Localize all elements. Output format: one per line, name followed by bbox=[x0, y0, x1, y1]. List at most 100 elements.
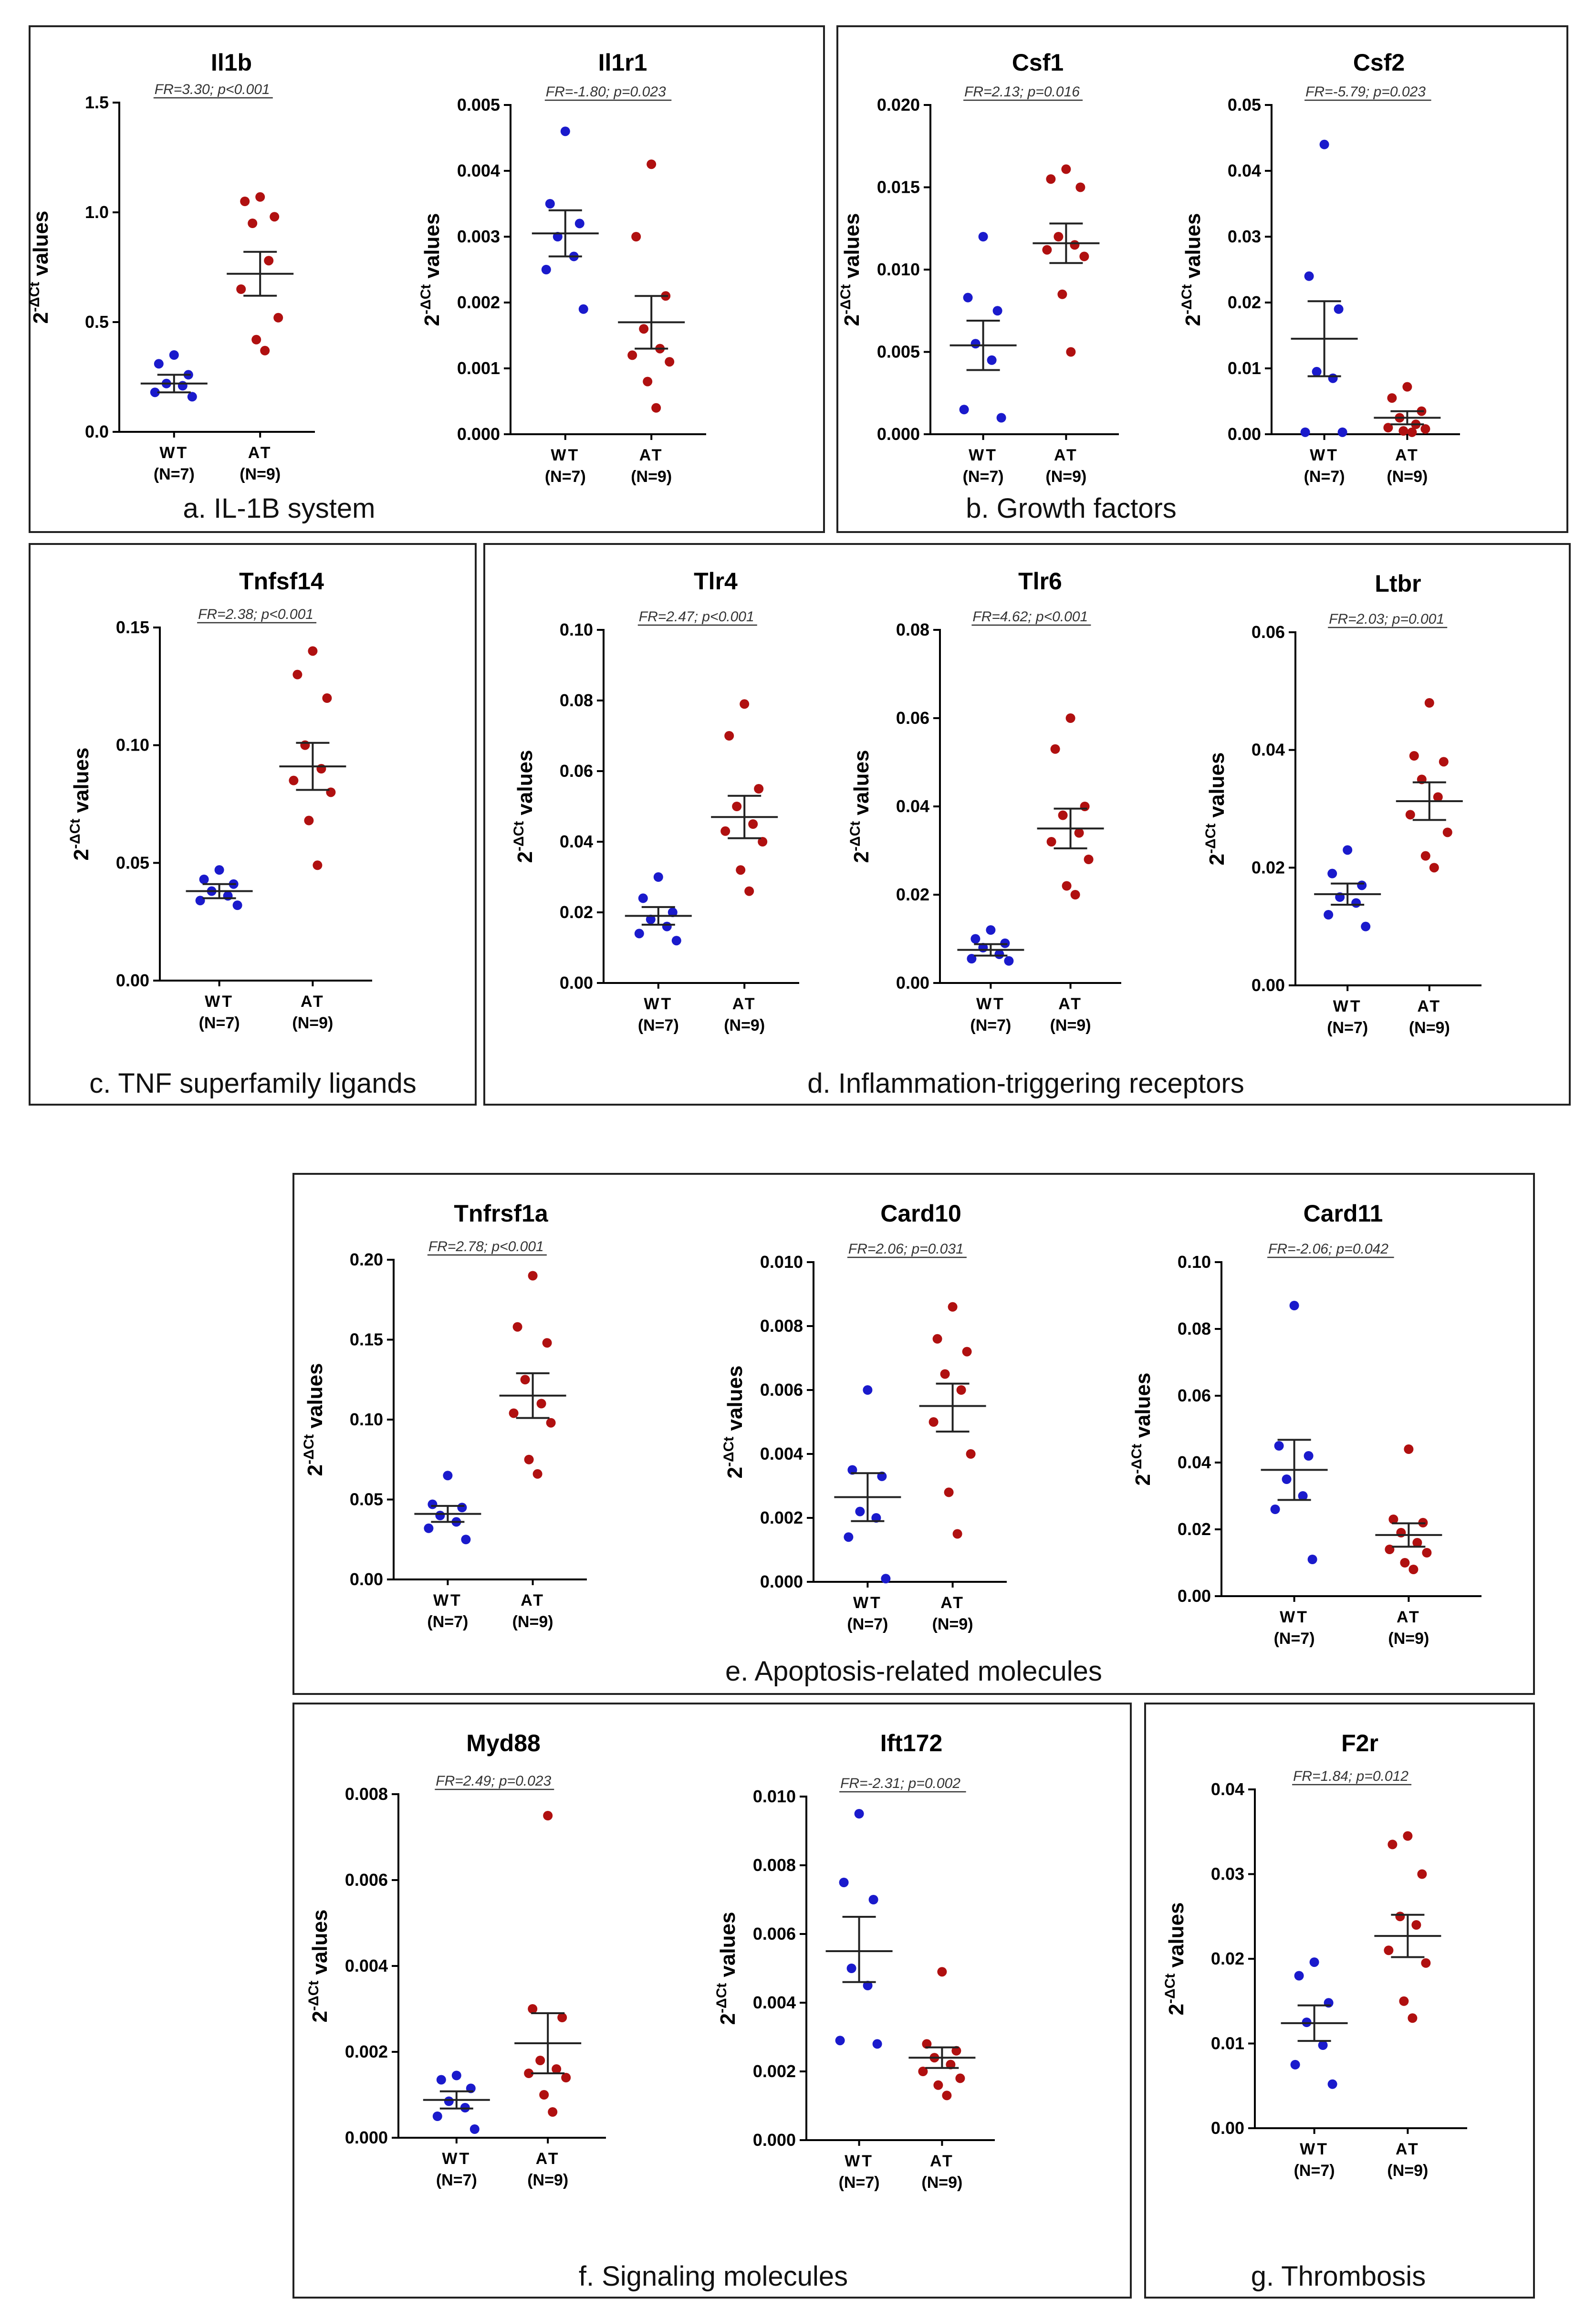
data-point bbox=[1442, 827, 1452, 837]
y-tick-label: 0.00 bbox=[896, 973, 929, 993]
y-tick-label: 0.06 bbox=[1252, 622, 1285, 642]
y-tick-label: 0.004 bbox=[345, 1956, 388, 1976]
chart-card10: Card10 0.000 0.002 0.004 0.006 0.008 0.010 2-ΔC… bbox=[721, 1200, 1007, 1633]
chart-title: Csf1 bbox=[1012, 49, 1064, 76]
y-tick-label: 0.02 bbox=[1228, 293, 1261, 312]
group-n: (N=9) bbox=[932, 1615, 973, 1633]
data-point bbox=[461, 1535, 471, 1545]
data-point bbox=[1405, 810, 1415, 820]
panel-frame bbox=[292, 1703, 1132, 2299]
y-tick-label: 0.004 bbox=[457, 161, 500, 180]
stat-annotation: FR=-2.31; p=0.002 bbox=[840, 1776, 960, 1791]
group-at: AT (N=9) bbox=[618, 159, 685, 486]
group-name: WT bbox=[1310, 446, 1339, 464]
y-tick-label: 0.00 bbox=[560, 973, 593, 993]
chart-csf2: Csf2 0.00 0.01 0.02 0.03 0.04 0.05 2-ΔCt values… bbox=[1179, 49, 1460, 486]
y-axis-label: 2-ΔCt values bbox=[511, 750, 537, 863]
data-point bbox=[922, 2039, 932, 2049]
panel-label: f. Signaling molecules bbox=[579, 2261, 848, 2292]
y-tick-label: 0.10 bbox=[116, 735, 149, 755]
data-point bbox=[260, 345, 270, 355]
chart-il1r1: Il1r1 0.000 0.001 0.002 0.003 0.004 0.005 2-ΔCt… bbox=[418, 49, 706, 486]
data-point bbox=[1384, 1945, 1394, 1955]
chart-title: Card11 bbox=[1304, 1200, 1383, 1227]
data-point bbox=[273, 313, 283, 323]
y-tick-label: 0.01 bbox=[1228, 358, 1261, 378]
data-point bbox=[952, 1529, 962, 1539]
y-tick-label: 0.008 bbox=[753, 1855, 796, 1875]
y-tick-label: 0.010 bbox=[760, 1252, 803, 1272]
y-tick-label: 0.006 bbox=[345, 1870, 388, 1890]
y-tick-label: 0.04 bbox=[560, 832, 593, 851]
data-point bbox=[918, 2067, 928, 2076]
y-tick-label: 0.04 bbox=[1252, 740, 1285, 760]
stat-annotation: FR=2.03; p=0.001 bbox=[1329, 611, 1444, 627]
y-tick-label: 0.06 bbox=[1178, 1386, 1211, 1405]
data-point bbox=[1046, 174, 1056, 184]
data-point bbox=[940, 1369, 950, 1379]
data-point bbox=[561, 2073, 571, 2082]
data-point bbox=[1417, 1869, 1427, 1879]
group-wt: WT (N=7) bbox=[1314, 845, 1381, 1037]
data-point bbox=[539, 2090, 549, 2100]
data-point bbox=[536, 1399, 546, 1409]
data-point bbox=[292, 669, 303, 679]
data-point bbox=[326, 787, 336, 797]
data-point bbox=[1334, 304, 1344, 314]
y-tick-label: 0.10 bbox=[560, 620, 593, 639]
data-point bbox=[1387, 393, 1397, 403]
data-point bbox=[1433, 792, 1443, 802]
group-n: (N=9) bbox=[240, 465, 281, 483]
y-tick-label: 0.010 bbox=[877, 260, 920, 279]
panel-g: g. Thrombosis bbox=[1144, 1703, 1535, 2299]
panel-c: c. TNF superfamily ligands bbox=[29, 543, 477, 1106]
data-point bbox=[424, 1523, 434, 1533]
data-point bbox=[1408, 2013, 1418, 2023]
group-name: AT bbox=[930, 2152, 954, 2170]
data-point bbox=[1424, 698, 1434, 708]
group-n: (N=9) bbox=[921, 2174, 962, 2192]
chart-il1b: Il1b 0.0 0.5 1.0 1.5 2-ΔCt values FR=3.30; p<0… bbox=[27, 49, 315, 483]
data-point bbox=[545, 199, 555, 209]
data-point bbox=[986, 925, 996, 935]
data-point bbox=[653, 872, 663, 882]
data-point bbox=[835, 2036, 845, 2046]
y-tick-label: 0.004 bbox=[760, 1444, 803, 1463]
data-point bbox=[428, 1499, 438, 1509]
data-point bbox=[1387, 1840, 1398, 1850]
data-point bbox=[639, 324, 649, 334]
y-tick-label: 0.02 bbox=[896, 885, 929, 904]
y-tick-label: 0.005 bbox=[457, 95, 500, 115]
data-point bbox=[946, 2059, 956, 2070]
data-point bbox=[548, 2107, 558, 2117]
data-point bbox=[1319, 139, 1329, 149]
chart-title: Card10 bbox=[880, 1200, 961, 1227]
data-point bbox=[970, 339, 981, 349]
data-point bbox=[1054, 232, 1064, 241]
data-point bbox=[956, 1385, 966, 1395]
panel-label: g. Thrombosis bbox=[1251, 2261, 1426, 2292]
data-point bbox=[631, 232, 641, 241]
y-axis-label: 2-ΔCt values bbox=[721, 1366, 747, 1479]
y-tick-label: 0.00 bbox=[1252, 975, 1285, 995]
y-axis-label: 2-ΔCt values bbox=[714, 1912, 740, 2025]
group-name: AT bbox=[301, 993, 325, 1011]
chart-title: Tlr4 bbox=[694, 568, 738, 595]
data-point bbox=[959, 405, 969, 415]
data-point bbox=[443, 1471, 453, 1481]
group-n: (N=7) bbox=[154, 465, 195, 483]
group-n: (N=7) bbox=[839, 2174, 880, 2192]
data-point bbox=[1439, 757, 1449, 767]
group-n: (N=9) bbox=[1045, 468, 1086, 486]
group-n: (N=7) bbox=[638, 1016, 679, 1035]
data-point bbox=[1066, 347, 1076, 357]
data-point bbox=[1061, 164, 1071, 174]
stat-annotation: FR=-1.80; p=0.023 bbox=[546, 84, 666, 100]
chart-title: Tlr6 bbox=[1018, 568, 1062, 595]
data-point bbox=[1070, 890, 1080, 899]
group-n: (N=7) bbox=[963, 468, 1004, 486]
y-tick-label: 0.002 bbox=[345, 2042, 388, 2061]
group-wt: WT (N=7) bbox=[834, 1385, 901, 1633]
data-point bbox=[1312, 366, 1322, 376]
chart-ift172: Ift172 0.000 0.002 0.004 0.006 0.008 0.010 2-ΔC… bbox=[714, 1730, 995, 2192]
